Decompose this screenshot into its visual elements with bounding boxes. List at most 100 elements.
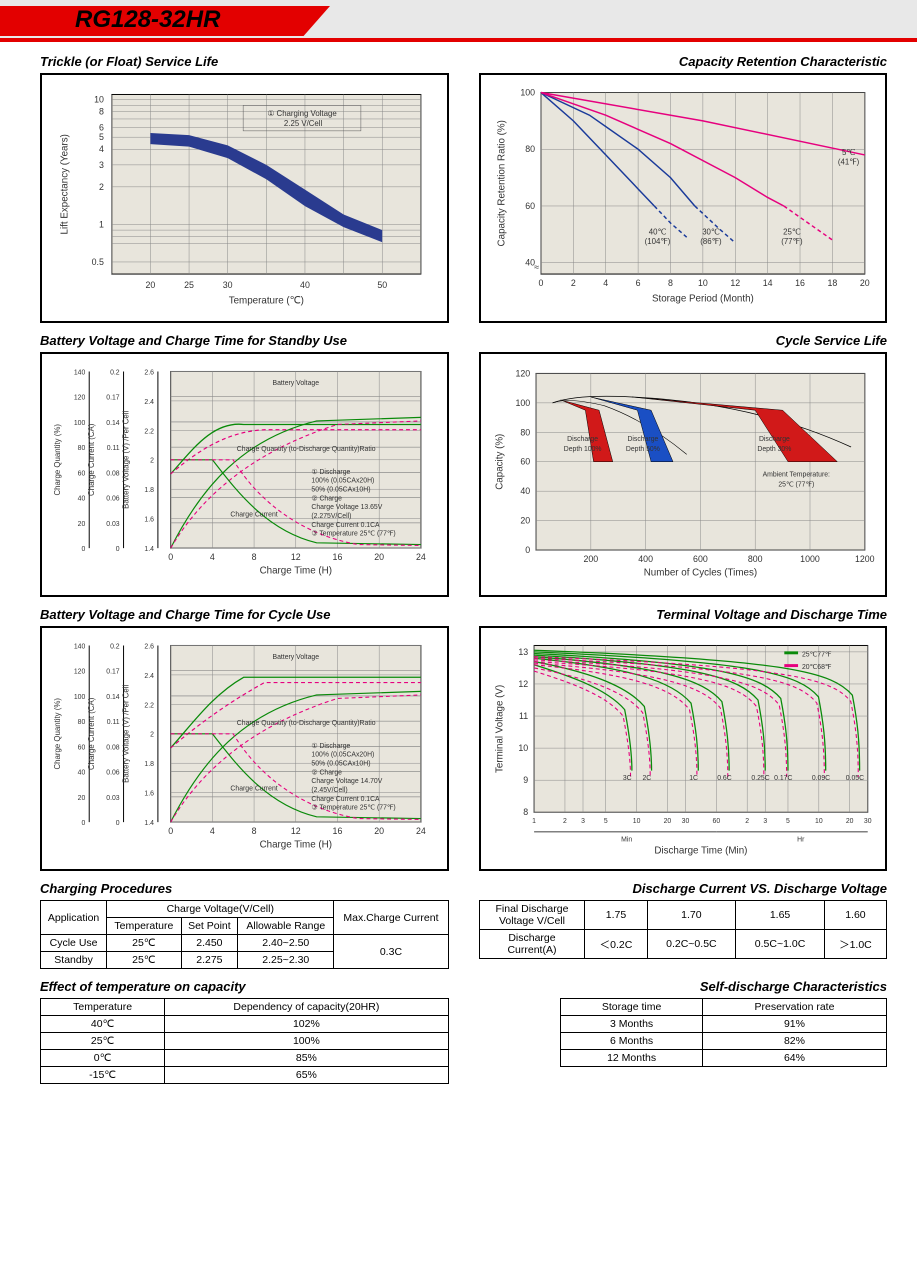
svg-text:0: 0 bbox=[116, 820, 120, 827]
capret-chart: 0246810121416182040608010040℃(104℉)30℃(8… bbox=[479, 73, 888, 323]
cyclecharge-title: Battery Voltage and Charge Time for Cycl… bbox=[40, 607, 449, 622]
svg-text:3: 3 bbox=[99, 160, 104, 170]
svg-text:5: 5 bbox=[99, 132, 104, 142]
standby-title: Battery Voltage and Charge Time for Stan… bbox=[40, 333, 449, 348]
svg-text:2.6: 2.6 bbox=[144, 643, 154, 650]
svg-text:8: 8 bbox=[668, 278, 673, 288]
svg-text:60: 60 bbox=[712, 818, 720, 825]
svg-text:② Charge: ② Charge bbox=[311, 494, 342, 502]
svg-text:Storage Period (Month): Storage Period (Month) bbox=[651, 294, 753, 305]
svg-text:2.6: 2.6 bbox=[144, 369, 154, 376]
svg-text:0: 0 bbox=[168, 826, 173, 836]
svg-text:0: 0 bbox=[116, 546, 120, 553]
svg-text:1C: 1C bbox=[689, 775, 698, 782]
trickle-chart: 20253040500.5123456810Temperature (℃)Lif… bbox=[40, 73, 449, 323]
svg-text:(2.45V/Cell): (2.45V/Cell) bbox=[311, 787, 347, 794]
svg-text:Temperature (℃): Temperature (℃) bbox=[229, 295, 304, 306]
svg-text:0.08: 0.08 bbox=[106, 470, 120, 477]
capret-title: Capacity Retention Characteristic bbox=[479, 54, 888, 69]
svg-text:5: 5 bbox=[603, 818, 607, 825]
svg-text:80: 80 bbox=[525, 144, 535, 154]
svg-text:≈: ≈ bbox=[534, 262, 539, 272]
svg-text:8: 8 bbox=[252, 552, 257, 562]
svg-text:25℃77℉: 25℃77℉ bbox=[801, 651, 831, 658]
svg-text:0.2: 0.2 bbox=[110, 369, 120, 376]
svg-text:Charge Current: Charge Current bbox=[230, 785, 277, 792]
selfdis-title: Self-discharge Characteristics bbox=[479, 979, 888, 994]
svg-text:2.2: 2.2 bbox=[144, 702, 154, 709]
svg-text:8: 8 bbox=[252, 826, 257, 836]
svg-text:12: 12 bbox=[518, 679, 528, 689]
svg-text:2.2: 2.2 bbox=[144, 428, 154, 435]
svg-text:12: 12 bbox=[730, 278, 740, 288]
svg-text:10: 10 bbox=[632, 818, 640, 825]
svg-text:20: 20 bbox=[845, 818, 853, 825]
dcdv-title: Discharge Current VS. Discharge Voltage bbox=[479, 881, 888, 896]
svg-text:4: 4 bbox=[603, 278, 608, 288]
svg-text:Charge Current 0.1CA: Charge Current 0.1CA bbox=[311, 796, 380, 803]
svg-text:Charge Time (H): Charge Time (H) bbox=[260, 840, 332, 851]
svg-text:140: 140 bbox=[74, 369, 86, 376]
svg-text:6: 6 bbox=[635, 278, 640, 288]
svg-text:5: 5 bbox=[786, 818, 790, 825]
svg-text:1.4: 1.4 bbox=[144, 820, 154, 827]
svg-text:Number of Cycles (Times): Number of Cycles (Times) bbox=[643, 568, 756, 579]
svg-text:① Discharge: ① Discharge bbox=[311, 468, 350, 476]
charging-proc-title: Charging Procedures bbox=[40, 881, 449, 896]
svg-text:0.5: 0.5 bbox=[92, 257, 104, 267]
svg-text:9: 9 bbox=[523, 775, 528, 785]
svg-text:1.8: 1.8 bbox=[144, 487, 154, 494]
svg-text:0.09C: 0.09C bbox=[811, 775, 829, 782]
svg-text:0.03: 0.03 bbox=[106, 795, 120, 802]
svg-text:60: 60 bbox=[78, 744, 86, 751]
discharge-voltage-table: Final Discharge Voltage V/Cell1.751.701.… bbox=[479, 900, 888, 959]
svg-text:10: 10 bbox=[518, 743, 528, 753]
svg-text:200: 200 bbox=[583, 554, 598, 564]
svg-text:10: 10 bbox=[815, 818, 823, 825]
svg-text:40: 40 bbox=[78, 496, 86, 503]
svg-text:50% (0.05CAx10H): 50% (0.05CAx10H) bbox=[311, 487, 370, 494]
svg-text:12: 12 bbox=[291, 826, 301, 836]
svg-text:0.06: 0.06 bbox=[106, 496, 120, 503]
svg-text:Charge Current: Charge Current bbox=[230, 511, 277, 518]
svg-text:Charge Quantity (%): Charge Quantity (%) bbox=[53, 424, 62, 496]
svg-text:2: 2 bbox=[150, 732, 154, 739]
svg-text:1.6: 1.6 bbox=[144, 791, 154, 798]
svg-text:1.4: 1.4 bbox=[144, 546, 154, 553]
svg-text:120: 120 bbox=[515, 368, 530, 378]
svg-text:Charge Current (CA): Charge Current (CA) bbox=[87, 697, 96, 770]
svg-text:0.08: 0.08 bbox=[106, 744, 120, 751]
svg-text:0.11: 0.11 bbox=[107, 445, 120, 452]
svg-text:3C: 3C bbox=[622, 775, 631, 782]
svg-text:(2.275V/Cell): (2.275V/Cell) bbox=[311, 513, 351, 520]
svg-text:40: 40 bbox=[78, 770, 86, 777]
svg-text:0.14: 0.14 bbox=[106, 420, 120, 427]
svg-text:20℃68℉: 20℃68℉ bbox=[801, 664, 831, 671]
svg-text:20: 20 bbox=[663, 818, 671, 825]
svg-text:20: 20 bbox=[859, 278, 869, 288]
svg-text:80: 80 bbox=[78, 719, 86, 726]
svg-text:20: 20 bbox=[78, 521, 86, 528]
svg-text:100: 100 bbox=[515, 398, 530, 408]
svg-text:Hr: Hr bbox=[797, 837, 805, 844]
svg-text:0: 0 bbox=[538, 278, 543, 288]
svg-text:① Discharge: ① Discharge bbox=[311, 742, 350, 750]
cyclelife-chart: 20040060080010001200020406080100120Disch… bbox=[479, 352, 888, 597]
svg-text:0.2: 0.2 bbox=[110, 643, 120, 650]
charging-procedures-table: ApplicationCharge Voltage(V/Cell)Max.Cha… bbox=[40, 900, 449, 969]
svg-text:24: 24 bbox=[416, 826, 426, 836]
svg-text:30: 30 bbox=[223, 280, 233, 290]
svg-text:2: 2 bbox=[563, 818, 567, 825]
svg-text:2: 2 bbox=[99, 182, 104, 192]
svg-text:Lift Expectancy (Years): Lift Expectancy (Years) bbox=[60, 134, 71, 234]
svg-text:20: 20 bbox=[374, 826, 384, 836]
svg-text:16: 16 bbox=[795, 278, 805, 288]
svg-text:4: 4 bbox=[210, 826, 215, 836]
model-title: RG128-32HR bbox=[75, 6, 220, 34]
svg-text:60: 60 bbox=[525, 201, 535, 211]
svg-text:Discharge Time (Min): Discharge Time (Min) bbox=[654, 845, 747, 856]
svg-text:Charge Current (CA): Charge Current (CA) bbox=[87, 423, 96, 496]
svg-text:1000: 1000 bbox=[800, 554, 820, 564]
svg-text:30: 30 bbox=[863, 818, 871, 825]
svg-text:Charge Quantity (to-Discharge: Charge Quantity (to-Discharge Quantity)R… bbox=[237, 720, 376, 727]
